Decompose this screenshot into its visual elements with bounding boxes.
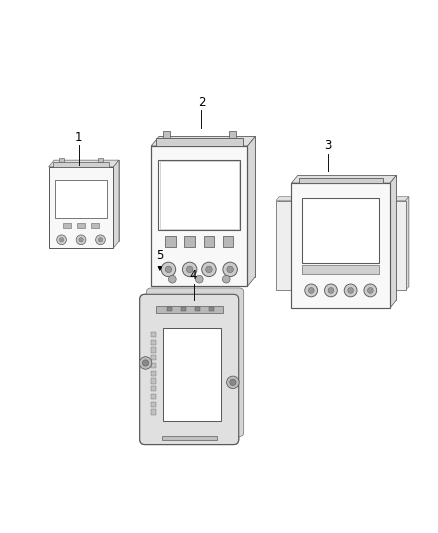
- Circle shape: [76, 235, 86, 245]
- Polygon shape: [113, 160, 119, 248]
- Bar: [151, 332, 156, 337]
- Circle shape: [367, 287, 373, 293]
- Bar: [151, 363, 156, 368]
- Circle shape: [79, 238, 83, 242]
- Circle shape: [139, 357, 152, 369]
- Bar: [163, 328, 221, 421]
- Bar: [155, 306, 223, 312]
- Bar: [276, 200, 293, 290]
- Bar: [151, 340, 156, 345]
- Bar: [223, 236, 233, 247]
- Polygon shape: [49, 160, 119, 167]
- FancyBboxPatch shape: [146, 288, 244, 437]
- Bar: [151, 355, 156, 360]
- Circle shape: [223, 276, 230, 283]
- Bar: [299, 178, 383, 183]
- Circle shape: [161, 262, 176, 277]
- Circle shape: [328, 287, 334, 293]
- Circle shape: [325, 284, 337, 297]
- Bar: [204, 236, 214, 247]
- Circle shape: [142, 360, 148, 366]
- Bar: [181, 308, 186, 311]
- Polygon shape: [279, 197, 297, 287]
- Bar: [151, 402, 156, 407]
- Circle shape: [57, 235, 67, 245]
- Polygon shape: [406, 197, 409, 290]
- Circle shape: [206, 266, 212, 273]
- Bar: [63, 223, 71, 229]
- Bar: [151, 371, 156, 376]
- Polygon shape: [390, 175, 396, 308]
- Polygon shape: [391, 197, 409, 287]
- Circle shape: [348, 287, 353, 293]
- Bar: [209, 308, 214, 311]
- Bar: [92, 223, 99, 229]
- Bar: [163, 131, 170, 139]
- Bar: [229, 131, 236, 139]
- Text: 2: 2: [198, 96, 205, 109]
- Circle shape: [308, 287, 314, 293]
- Text: 4: 4: [190, 270, 198, 282]
- Bar: [388, 200, 406, 290]
- Bar: [162, 436, 216, 440]
- Circle shape: [95, 235, 105, 245]
- Bar: [159, 161, 239, 229]
- Bar: [151, 348, 156, 353]
- Bar: [53, 162, 109, 167]
- Text: 1: 1: [75, 131, 83, 143]
- Circle shape: [169, 276, 176, 283]
- Bar: [165, 236, 176, 247]
- Polygon shape: [388, 197, 409, 200]
- Polygon shape: [276, 197, 297, 200]
- Bar: [156, 139, 243, 146]
- Bar: [151, 378, 156, 384]
- Polygon shape: [151, 136, 255, 146]
- Bar: [77, 223, 85, 229]
- Polygon shape: [293, 197, 297, 290]
- Bar: [302, 198, 379, 263]
- Bar: [195, 308, 200, 311]
- Circle shape: [201, 262, 216, 277]
- Circle shape: [98, 238, 102, 242]
- Bar: [98, 158, 103, 162]
- Polygon shape: [54, 160, 119, 241]
- Circle shape: [230, 379, 236, 385]
- Bar: [159, 160, 240, 230]
- Circle shape: [227, 266, 233, 273]
- Polygon shape: [298, 175, 396, 300]
- Polygon shape: [159, 136, 255, 277]
- Bar: [59, 158, 64, 162]
- Bar: [184, 236, 195, 247]
- Bar: [291, 183, 390, 308]
- Circle shape: [187, 266, 193, 273]
- Bar: [49, 167, 113, 248]
- Polygon shape: [247, 136, 255, 286]
- Circle shape: [223, 262, 237, 277]
- Bar: [151, 394, 156, 399]
- Text: 3: 3: [324, 140, 331, 152]
- Circle shape: [60, 238, 64, 242]
- Polygon shape: [291, 175, 396, 183]
- FancyBboxPatch shape: [140, 294, 239, 445]
- Circle shape: [344, 284, 357, 297]
- Bar: [151, 146, 247, 286]
- Bar: [151, 386, 156, 391]
- Circle shape: [195, 276, 203, 283]
- Text: 5: 5: [156, 249, 163, 262]
- Circle shape: [165, 266, 172, 273]
- Bar: [55, 180, 107, 218]
- Bar: [151, 409, 156, 415]
- Circle shape: [226, 376, 239, 389]
- Circle shape: [364, 284, 377, 297]
- Circle shape: [305, 284, 318, 297]
- Circle shape: [182, 262, 197, 277]
- Bar: [167, 308, 172, 311]
- Bar: [302, 265, 379, 274]
